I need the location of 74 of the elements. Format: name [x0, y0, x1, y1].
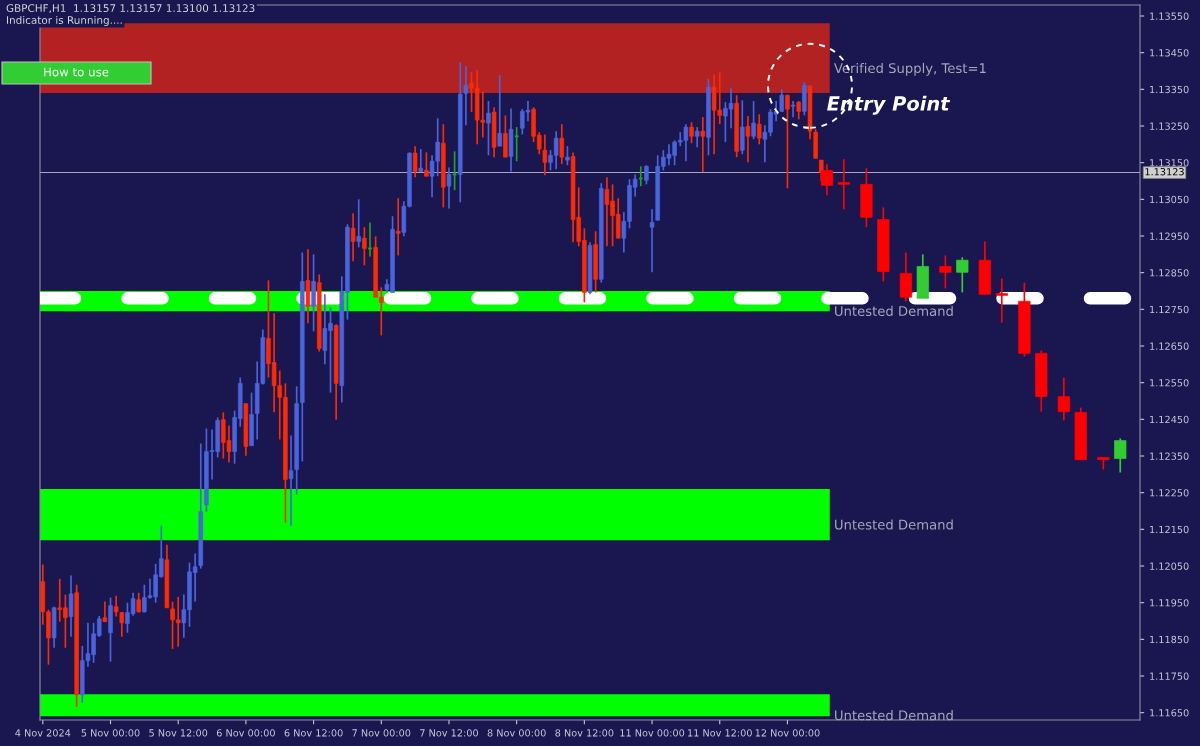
candlestick: [689, 121, 694, 145]
y-tick-label: 1.12250: [1150, 489, 1189, 497]
x-tick-label: 8 Nov 00:00: [487, 729, 546, 737]
candlestick: [790, 100, 796, 119]
candlestick: [740, 99, 745, 156]
candlestick: [412, 145, 418, 179]
candlestick: [113, 594, 119, 618]
x-tick-label: 5 Nov 12:00: [149, 729, 208, 737]
candlestick: [68, 574, 74, 638]
candlestick: [785, 94, 790, 190]
candlestick: [819, 159, 824, 182]
x-tick-label: 12 Nov 00:00: [755, 729, 820, 737]
candlestick: [136, 591, 141, 614]
y-tick-label: 1.12750: [1150, 305, 1189, 314]
candlestick: [503, 114, 508, 159]
y-tick-label: 1.11650: [1150, 709, 1189, 717]
x-tick-label: 6 Nov 00:00: [216, 729, 275, 737]
candlestick: [644, 164, 649, 186]
candlestick: [119, 610, 125, 638]
annotation: GBPCHF,H1 1.13157 1.13157 1.13100 1.13123: [6, 4, 255, 14]
candlestick: [542, 133, 548, 176]
y-tick-label: 1.12450: [1150, 415, 1189, 424]
candlestick: [649, 208, 655, 274]
x-tick-label: 5 Nov 00:00: [81, 729, 140, 737]
candlestick: [350, 212, 356, 263]
annotation: How to use: [44, 67, 109, 77]
candlestick: [700, 116, 706, 174]
y-tick-label: 1.13450: [1150, 49, 1189, 57]
y-tick-label: 1.12650: [1150, 342, 1189, 350]
y-tick-label: 1.13150: [1150, 159, 1189, 167]
candlestick: [756, 113, 762, 146]
band-label: Untested Demand: [835, 305, 953, 317]
y-tick-label: 1.12150: [1150, 525, 1189, 534]
candlestick: [694, 126, 700, 149]
candlestick: [486, 100, 491, 157]
y-tick-label: 1.12050: [1150, 562, 1189, 570]
y-tick-label: 1.13050: [1150, 195, 1189, 204]
candlestick: [565, 145, 570, 167]
x-tick-label: 7 Nov 12:00: [420, 729, 479, 737]
candlestick: [497, 74, 503, 148]
x-tick-label: 8 Nov 12:00: [555, 729, 614, 737]
x-tick-label: 11 Nov 00:00: [620, 729, 685, 737]
candlestick: [451, 150, 458, 192]
annotation: Indicator is Running....: [7, 15, 122, 27]
candlestick: [362, 226, 367, 267]
x-tick-label: 7 Nov 00:00: [352, 729, 411, 737]
y-tick-label: 1.13250: [1150, 122, 1189, 130]
candlestick: [745, 115, 751, 164]
y-tick-label: 1.11950: [1150, 599, 1189, 607]
candlestick: [424, 151, 429, 178]
band-label: Untested Demand: [835, 519, 953, 530]
x-tick-label: 6 Nov 12:00: [284, 729, 343, 737]
band-label: Untested Demand: [835, 710, 953, 721]
y-tick-label: 1.12850: [1150, 269, 1189, 277]
candlestick: [796, 100, 801, 121]
y-tick-label: 1.12950: [1150, 232, 1189, 240]
y-tick-label: 1.12350: [1150, 452, 1189, 460]
candlestick: [751, 100, 756, 141]
candlestick: [288, 434, 294, 527]
candlestick: [513, 126, 520, 163]
candlestick: [559, 123, 565, 165]
y-tick-label: 1.13550: [1150, 12, 1189, 20]
y-tick-label: 1.11850: [1150, 635, 1189, 644]
candlestick: [395, 197, 401, 257]
annotation: Entry Point: [827, 95, 951, 115]
y-tick-label: 1.12550: [1150, 379, 1189, 387]
candlestick: [356, 198, 361, 249]
x-tick-label: 11 Nov 12:00: [688, 729, 752, 737]
candlestick: [102, 600, 108, 623]
ref-line-label: 1.13123: [1145, 168, 1184, 176]
x-tick-label: 4 Nov 2024: [15, 729, 71, 737]
y-tick-label: 1.13350: [1150, 85, 1189, 94]
candlestick: [446, 166, 452, 210]
y-tick-label: 1.11750: [1150, 672, 1189, 680]
